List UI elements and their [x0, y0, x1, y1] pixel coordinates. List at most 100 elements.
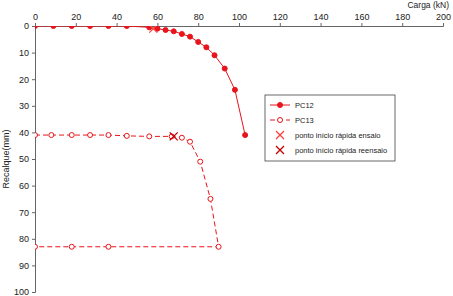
data-point — [212, 53, 217, 58]
x-tick-label: 140 — [314, 12, 329, 22]
legend-label: ponto início rápida reensaio — [295, 146, 387, 155]
series — [35, 133, 221, 250]
y-tick-mark — [32, 239, 35, 240]
y-tick: 0 — [24, 21, 35, 31]
x-tick-label: 80 — [194, 12, 204, 22]
data-point — [106, 244, 111, 249]
x-tick-label: 20 — [71, 12, 81, 22]
legend-marker — [276, 131, 284, 139]
y-tick: 90 — [19, 261, 35, 271]
data-point — [69, 26, 74, 29]
y-axis: 0 10 20 30 40 50 60 70 80 90 100 — [14, 21, 36, 296]
x-tick-mark — [280, 23, 281, 26]
data-point — [69, 133, 74, 138]
x-axis-line — [36, 23, 444, 27]
x-tick: 100 — [232, 12, 247, 26]
y-tick-mark — [32, 292, 35, 293]
y-tick-label: 60 — [19, 181, 29, 191]
x-tick-mark — [402, 23, 403, 26]
data-point — [163, 27, 168, 32]
x-tick: 40 — [112, 12, 122, 26]
series-line — [35, 135, 219, 247]
x-tick: 200 — [436, 12, 451, 26]
x-tick: 140 — [314, 12, 329, 26]
x-tick: 0 — [33, 12, 38, 26]
y-tick-label: 0 — [24, 21, 29, 31]
x-tick-label: 120 — [273, 12, 288, 22]
y-tick-mark — [32, 159, 35, 160]
data-point — [204, 45, 209, 50]
y-tick-label: 20 — [19, 75, 29, 85]
x-tick-label: 160 — [354, 12, 369, 22]
x-tick-mark — [443, 23, 444, 26]
y-tick-mark — [32, 106, 35, 107]
x-tick-label: 0 — [33, 12, 38, 22]
y-tick-label: 10 — [19, 48, 29, 58]
x-tick-mark — [157, 23, 158, 26]
x-tick-mark — [117, 23, 118, 26]
data-point — [198, 159, 203, 164]
x-tick: 180 — [395, 12, 410, 26]
data-point — [35, 133, 38, 138]
legend: PC12 PC13 ponto início rápida ensaio ponto … — [265, 95, 395, 161]
data-point — [35, 244, 38, 249]
data-point — [51, 26, 56, 29]
legend-label: PC13 — [295, 116, 314, 125]
x-tick: 120 — [273, 12, 288, 26]
y-tick-label: 50 — [19, 154, 29, 164]
series-line — [35, 26, 245, 135]
data-point — [124, 26, 129, 29]
y-tick-label: 90 — [19, 261, 29, 271]
x-tick-mark — [239, 23, 240, 26]
data-point — [49, 133, 54, 138]
x-tick-label: 60 — [153, 12, 163, 22]
x-tick-mark — [321, 23, 322, 26]
data-point — [216, 244, 221, 249]
data-point — [88, 26, 93, 29]
x-tick-mark — [361, 23, 362, 26]
x-tick: 80 — [194, 12, 204, 26]
series — [149, 26, 157, 33]
data-point — [222, 66, 227, 71]
y-tick: 50 — [19, 154, 35, 164]
y-tick-mark — [32, 132, 35, 133]
legend-label: PC12 — [295, 101, 314, 110]
y-tick: 70 — [19, 208, 35, 218]
series — [170, 132, 178, 140]
x-tick-mark — [35, 23, 36, 26]
x-axis-title: Carga (kN) — [407, 0, 449, 10]
y-tick-mark — [32, 265, 35, 266]
y-tick: 40 — [19, 128, 35, 138]
y-tick: 20 — [19, 75, 35, 85]
data-point — [243, 133, 248, 138]
data-point — [171, 29, 176, 34]
x-tick-label: 100 — [232, 12, 247, 22]
y-tick-label: 100 — [14, 287, 29, 296]
y-tick-mark — [32, 186, 35, 187]
x-tick: 20 — [71, 12, 81, 26]
y-tick-mark — [32, 26, 35, 27]
x-tick-label: 40 — [112, 12, 122, 22]
data-point — [124, 133, 129, 138]
data-point — [149, 26, 157, 33]
series — [35, 26, 248, 138]
x-axis: 0 20 40 60 80 100 120 140 160 180 200 — [33, 12, 451, 27]
y-tick: 10 — [19, 48, 35, 58]
y-tick: 80 — [19, 234, 35, 244]
y-tick-label: 30 — [19, 101, 29, 111]
marks — [35, 26, 248, 249]
y-tick-label: 70 — [19, 208, 29, 218]
y-tick-mark — [32, 53, 35, 54]
data-point — [88, 133, 93, 138]
x-tick-mark — [76, 23, 77, 26]
y-tick: 60 — [19, 181, 35, 191]
data-point — [106, 26, 111, 29]
y-axis-title: Recalque(mm) — [1, 129, 11, 188]
x-tick: 60 — [153, 12, 163, 26]
data-point — [69, 244, 74, 249]
x-tick-label: 200 — [436, 12, 451, 22]
legend-box — [265, 95, 395, 161]
y-tick-mark — [32, 79, 35, 80]
legend-label: ponto início rápida ensaio — [295, 131, 380, 140]
legend-marker — [278, 118, 283, 123]
